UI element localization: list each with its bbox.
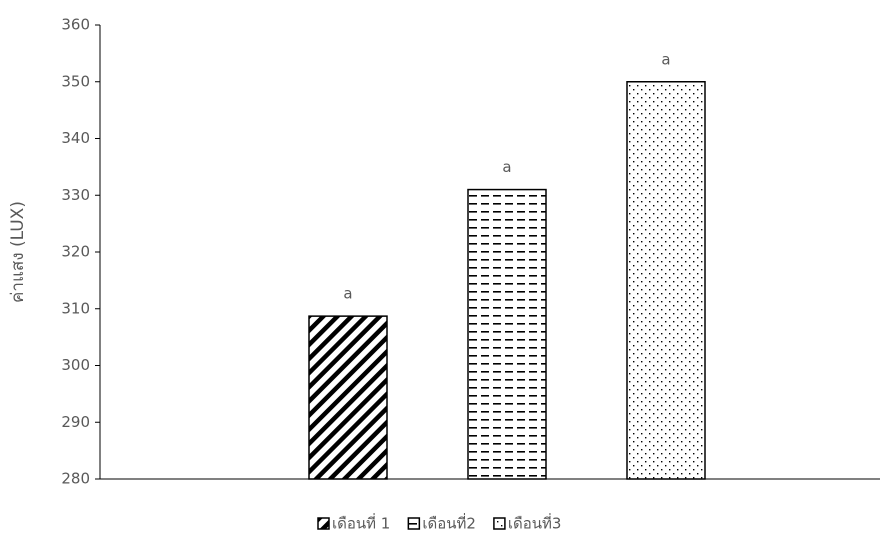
y-tick-label: 310 (61, 299, 90, 317)
y-tick-label: 340 (61, 129, 90, 147)
y-tick-label: 290 (61, 413, 90, 431)
significance-letter: a (343, 285, 352, 303)
significance-letter: a (502, 158, 511, 176)
legend-swatch (407, 517, 421, 530)
legend-swatch (317, 517, 330, 530)
y-tick-label: 360 (61, 16, 90, 34)
bar (467, 188, 547, 480)
bar (626, 81, 706, 480)
y-tick-label: 280 (61, 470, 90, 488)
significance-letter: a (661, 50, 670, 68)
y-axis-label: ค่าแสง (LUX) (8, 201, 28, 303)
legend-label: เดือนที่ 1 (332, 513, 390, 533)
y-tick-label: 350 (61, 72, 90, 90)
y-tick-label: 320 (61, 243, 90, 261)
y-tick-label: 330 (61, 186, 90, 204)
legend-swatch (493, 517, 506, 530)
bar (308, 315, 388, 480)
y-tick-label: 300 (61, 356, 90, 374)
legend-label: เดือนที่3 (508, 513, 562, 533)
legend-label: เดือนที่2 (422, 513, 476, 533)
